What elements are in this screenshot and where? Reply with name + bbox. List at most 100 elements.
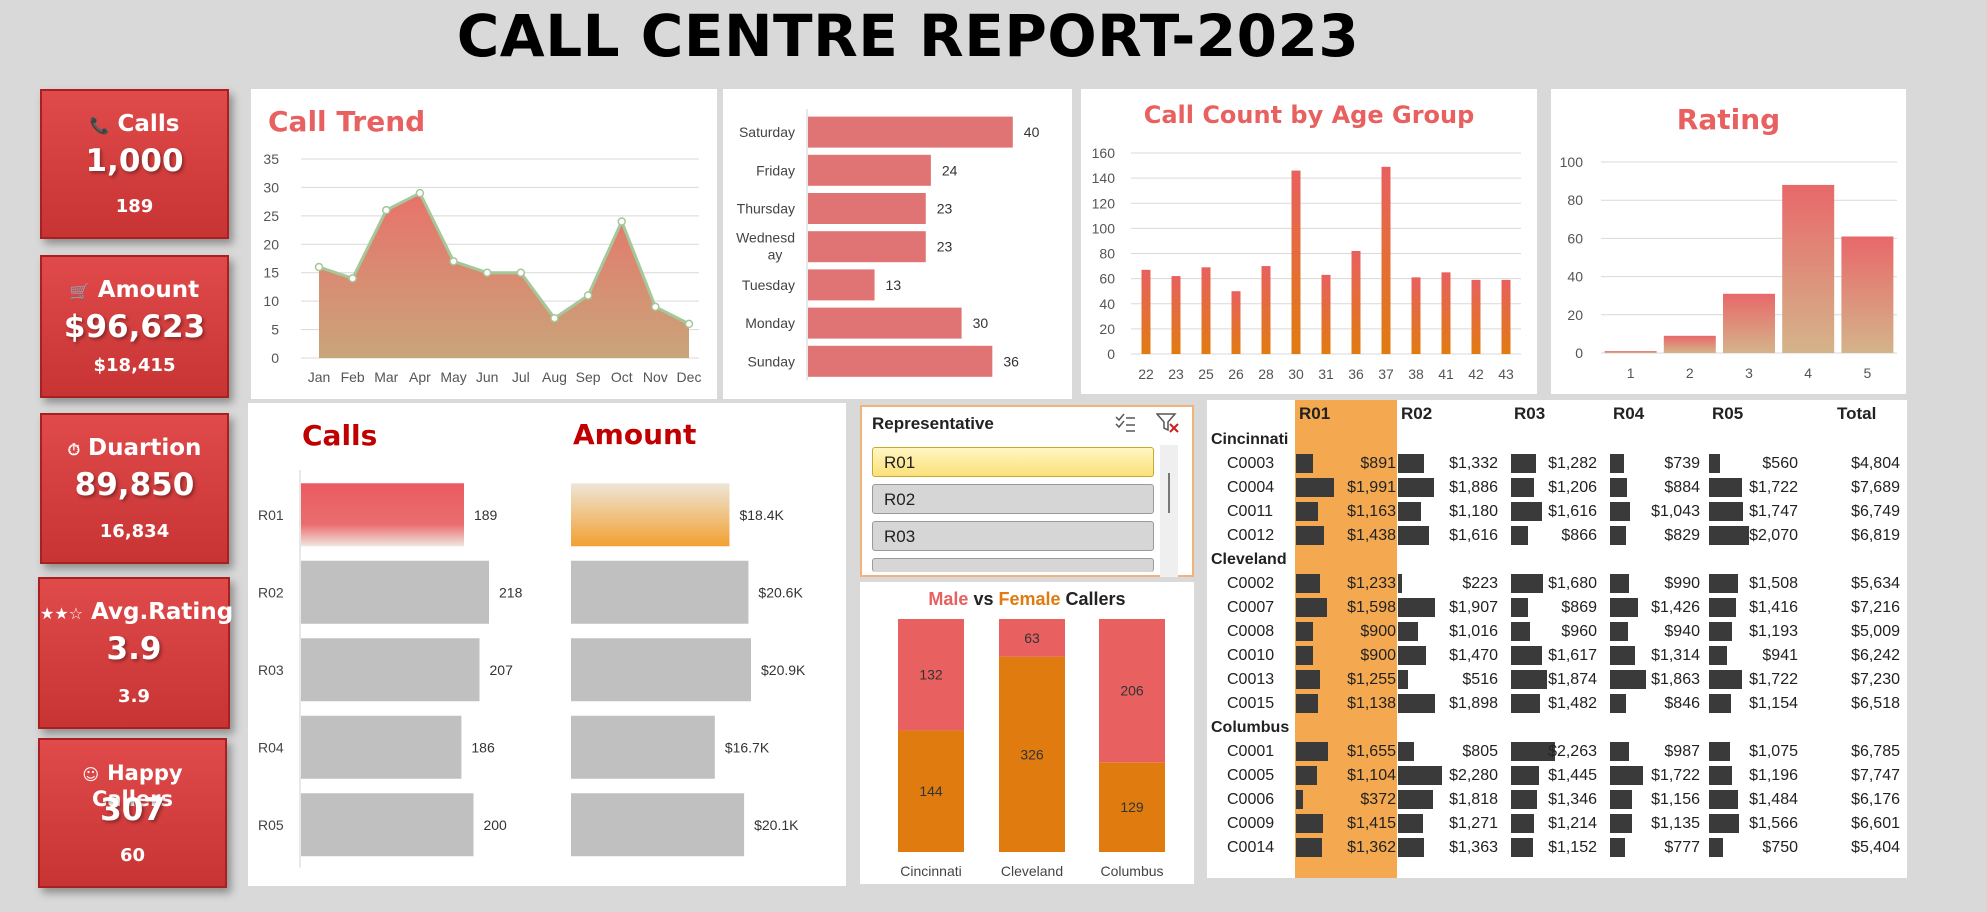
table-cell: $372 [1360,791,1396,808]
age-group-panel: Call Count by Age Group 0 20 40 60 80 100 120 1… [1081,89,1537,394]
table-cell: $941 [1762,647,1798,664]
trend-point [449,257,458,266]
age-x-tick: 37 [1378,366,1394,382]
table-databar [1296,814,1324,833]
rep-calls-bar[interactable] [301,638,480,702]
kpi-card-duartion: ⏱ Duartion 89,850 16,834 [40,413,229,564]
table-cell: $1,415 [1347,815,1396,832]
table-cell: $1,016 [1449,623,1498,640]
table-cell: $1,152 [1548,839,1597,856]
table-databar [1511,790,1537,809]
gender-label-male: 206 [1120,683,1144,699]
table-row-id: C0015 [1227,695,1275,712]
table-cell: $1,214 [1548,815,1597,832]
rep-amount-value: $20.9K [761,662,806,678]
gender-bar-male [1099,619,1165,763]
slicer-item-r02[interactable]: R02 [872,484,1154,514]
kpi-label-text: Amount [97,277,200,303]
slicer-scroll-thumb[interactable] [1168,473,1170,513]
rating-bar [1604,351,1657,353]
weekday-label: Tuesday [742,277,795,293]
rating-x-tick: 1 [1627,365,1635,381]
age-y-tick: 20 [1099,321,1115,337]
table-cell: $1,508 [1749,575,1798,592]
table-row-total: $7,689 [1851,479,1900,496]
rep-amount-bar[interactable] [571,793,745,857]
gender-panel: Male vs Female Callers 144 132 Cincinnati 3… [860,582,1194,884]
table-cell: $1,616 [1548,503,1597,520]
rep-amount-value: $20.1K [754,817,799,833]
table-databar [1511,646,1543,665]
gender-x-tick: Columbus [1100,863,1163,879]
kpi-subvalue: 60 [119,845,146,866]
age-bar [1171,276,1181,354]
table-cell: $2,263 [1548,743,1597,760]
table-cell: $1,135 [1651,815,1700,832]
table-cell: $891 [1360,455,1396,472]
rep-amount-bar[interactable] [571,715,715,779]
multi-select-icon[interactable] [1114,413,1136,433]
age-bar [1441,272,1451,354]
trend-point [482,268,492,277]
table-databar [1398,838,1425,857]
slicer-item-r03[interactable]: R03 [872,521,1154,551]
report-title: CALL CENTRE REPORT-2023 [456,2,1360,70]
trend-y-tick: 35 [263,151,279,167]
age-x-tick: 30 [1288,366,1304,382]
table-databar [1296,574,1320,593]
rep-amount-bar[interactable] [571,638,751,702]
rep-calls-bar[interactable] [301,715,462,779]
clear-filter-icon[interactable] [1156,412,1180,434]
age-x-tick: 25 [1198,366,1214,382]
age-bar [1321,274,1331,354]
table-databar [1511,574,1544,593]
trend-y-tick: 30 [263,179,279,195]
kpi-subvalue: $18,415 [93,355,176,376]
table-row-id: C0009 [1227,815,1275,832]
age-x-tick: 42 [1468,366,1484,382]
weekday-value: 23 [937,239,953,255]
table-cell: $1,680 [1548,575,1597,592]
trend-x-tick: Apr [409,369,431,385]
weekday-bar [808,269,875,301]
rep-calls-bar[interactable] [301,483,464,547]
table-databar [1610,598,1638,617]
table-row-id: C0014 [1227,839,1275,856]
age-x-tick: 28 [1258,366,1274,382]
slicer-item-r01[interactable]: R01 [872,447,1154,477]
table-databar [1709,742,1730,761]
rep-calls-bar[interactable] [301,560,489,624]
gender-label-male: 63 [1024,630,1040,646]
table-databar [1398,814,1423,833]
table-row-total: $5,009 [1851,623,1900,640]
table-cell: $1,075 [1749,743,1798,760]
slicer-item-partial[interactable] [872,558,1154,572]
kpi-value: 3.9 [106,631,162,667]
call-trend-panel: Call Trend 0 5 10 15 20 25 30 35 Jan Feb Mar Apr May… [251,89,717,399]
gender-bar-female [999,656,1065,852]
representative-panel: Calls Amount 189 R01 218 R02 207 R03 186 R04 200… [248,403,846,886]
gender-title-male: Male [928,589,969,609]
table-databar [1296,766,1318,785]
trend-point [516,268,526,277]
trend-point [314,262,324,272]
table-databar [1398,598,1435,617]
table-databar [1398,766,1442,785]
table-databar [1610,526,1626,545]
rep-calls-bar[interactable] [301,793,474,857]
kpi-label-text: Duartion [88,435,202,461]
rep-amount-bar[interactable] [571,560,749,624]
table-cell: $1,470 [1449,647,1498,664]
table-cell: $1,163 [1347,503,1396,520]
slicer-scrollbar[interactable] [1160,445,1178,577]
age-x-tick: 38 [1408,366,1424,382]
table-row-total: $4,804 [1851,455,1900,472]
rep-amount-bar[interactable] [571,483,730,547]
table-databar [1511,766,1539,785]
table-row-total: $6,242 [1851,647,1900,664]
table-databar [1398,526,1430,545]
age-y-tick: 160 [1092,145,1116,161]
call-trend-chart: 0 5 10 15 20 25 30 35 Jan Feb Mar Apr May Jun Jul Aug Se… [263,151,701,385]
weekday-panel: 40 Saturday 24 Friday 23 Thursday 23 Wednesd ay 1… [723,89,1072,399]
pivot-table-panel: R01 R02 R03 R04 R05 Total Cincinnati C0003 $891 $… [1207,400,1907,878]
